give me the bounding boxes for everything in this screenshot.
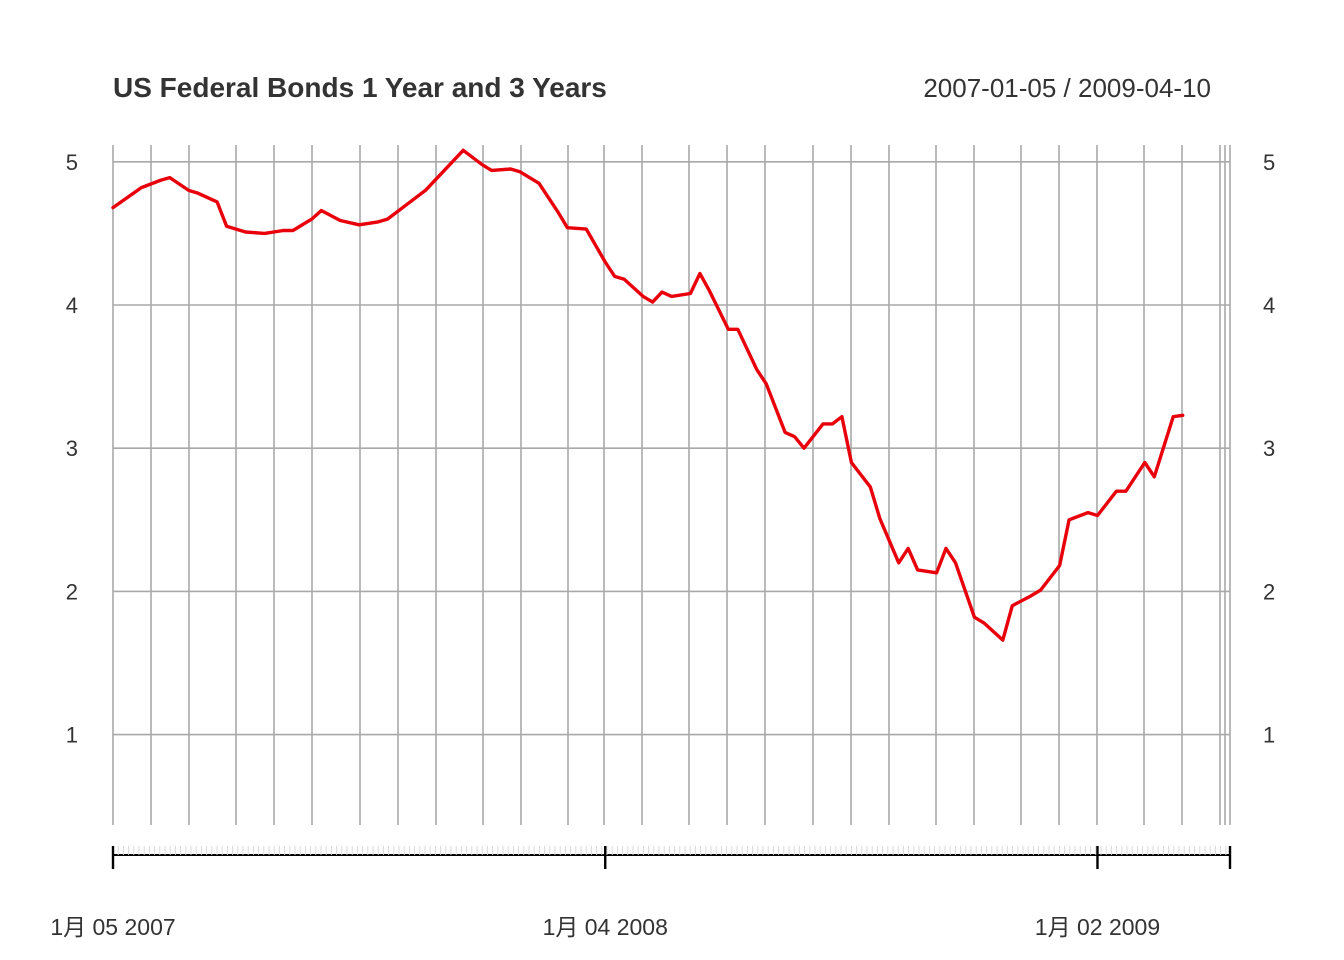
x-axis: 1月 05 2007 1月 04 2008 1月 02 2009 [50,846,1232,940]
series-line [111,148,1185,642]
y-tick-label-left: 1 [66,723,78,748]
chart-title: US Federal Bonds 1 Year and 3 Years [113,72,607,103]
vertical-gridlines [112,145,1231,825]
y-tick-label-left: 2 [66,579,78,604]
y-tick-label-right: 4 [1263,293,1275,318]
y-tick-label-left: 3 [66,436,78,461]
y-tick-label-right: 5 [1263,150,1275,175]
horizontal-gridlines [113,161,1230,736]
date-range-label: 2007-01-05 / 2009-04-10 [923,73,1211,103]
y-tick-label-left: 5 [66,150,78,175]
y-tick-label-right: 1 [1263,723,1275,748]
y-tick-label-left: 4 [66,293,78,318]
x-tick-label: 1月 05 2007 [50,914,175,940]
y-axis-right: 1 2 3 4 5 [1263,150,1275,748]
y-tick-label-right: 2 [1263,579,1275,604]
x-tick-label: 1月 04 2008 [543,914,668,940]
y-tick-label-right: 3 [1263,436,1275,461]
x-tick-label: 1月 02 2009 [1035,914,1160,940]
series-lines [111,148,1185,642]
y-axis-left: 1 2 3 4 5 [66,150,78,748]
